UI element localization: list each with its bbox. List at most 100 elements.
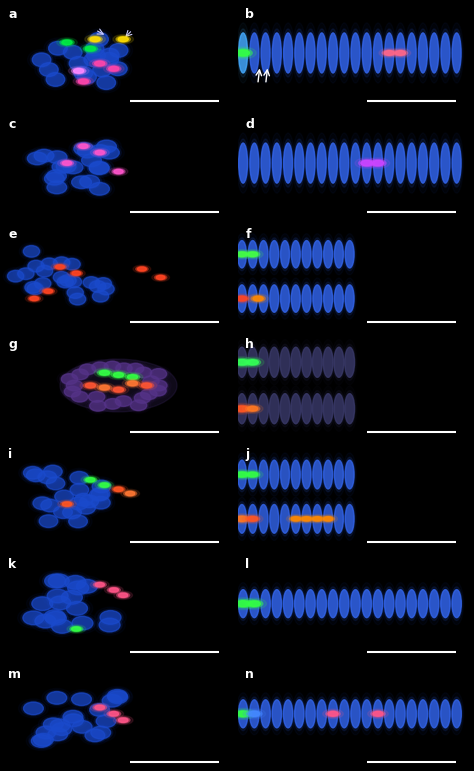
Ellipse shape xyxy=(338,697,350,731)
Ellipse shape xyxy=(46,40,69,56)
Circle shape xyxy=(361,160,373,166)
Ellipse shape xyxy=(46,72,65,86)
Ellipse shape xyxy=(373,29,383,77)
Ellipse shape xyxy=(141,375,161,388)
Ellipse shape xyxy=(396,700,405,728)
Ellipse shape xyxy=(66,601,88,615)
Ellipse shape xyxy=(305,29,316,77)
Ellipse shape xyxy=(80,495,99,507)
Circle shape xyxy=(249,712,260,716)
Ellipse shape xyxy=(350,587,361,621)
Circle shape xyxy=(235,295,249,301)
Ellipse shape xyxy=(237,460,246,489)
Circle shape xyxy=(91,148,109,157)
Circle shape xyxy=(231,513,253,524)
Circle shape xyxy=(122,379,143,388)
Ellipse shape xyxy=(236,344,248,380)
Ellipse shape xyxy=(102,360,122,373)
Ellipse shape xyxy=(383,697,395,731)
Circle shape xyxy=(379,49,400,58)
Circle shape xyxy=(94,383,115,392)
Ellipse shape xyxy=(302,284,311,312)
Circle shape xyxy=(368,709,388,719)
Ellipse shape xyxy=(283,143,292,183)
Ellipse shape xyxy=(37,513,60,529)
Ellipse shape xyxy=(94,713,118,729)
Ellipse shape xyxy=(61,160,85,175)
Circle shape xyxy=(246,600,263,608)
Circle shape xyxy=(95,481,114,490)
Ellipse shape xyxy=(407,700,416,728)
Ellipse shape xyxy=(238,143,247,183)
Circle shape xyxy=(371,711,385,717)
Ellipse shape xyxy=(90,145,110,157)
Ellipse shape xyxy=(28,261,44,272)
Ellipse shape xyxy=(301,282,312,315)
Ellipse shape xyxy=(54,159,78,174)
Circle shape xyxy=(85,46,96,51)
Circle shape xyxy=(76,78,91,85)
Circle shape xyxy=(81,476,100,484)
Circle shape xyxy=(245,359,261,365)
Circle shape xyxy=(70,271,82,276)
Ellipse shape xyxy=(345,504,354,534)
Ellipse shape xyxy=(384,590,394,618)
Ellipse shape xyxy=(273,33,281,73)
Ellipse shape xyxy=(312,394,322,424)
Circle shape xyxy=(116,717,130,723)
Ellipse shape xyxy=(92,362,108,372)
Circle shape xyxy=(384,51,394,56)
Circle shape xyxy=(137,381,157,390)
Ellipse shape xyxy=(323,457,333,492)
Ellipse shape xyxy=(44,610,65,624)
Ellipse shape xyxy=(238,700,248,728)
Circle shape xyxy=(104,709,124,719)
Ellipse shape xyxy=(270,241,279,268)
Ellipse shape xyxy=(258,282,269,315)
Circle shape xyxy=(247,517,258,521)
Ellipse shape xyxy=(271,697,283,731)
Ellipse shape xyxy=(237,502,247,536)
Ellipse shape xyxy=(270,284,279,312)
Ellipse shape xyxy=(440,139,451,187)
Circle shape xyxy=(230,357,254,368)
Ellipse shape xyxy=(87,49,105,62)
Ellipse shape xyxy=(56,160,76,173)
Ellipse shape xyxy=(105,689,129,703)
Circle shape xyxy=(237,711,249,716)
Ellipse shape xyxy=(26,259,46,273)
Ellipse shape xyxy=(323,394,333,424)
Circle shape xyxy=(93,150,106,156)
Circle shape xyxy=(121,490,139,498)
Ellipse shape xyxy=(294,697,305,731)
Circle shape xyxy=(326,711,340,717)
Ellipse shape xyxy=(6,269,26,283)
Ellipse shape xyxy=(25,281,41,293)
Circle shape xyxy=(85,35,105,44)
Ellipse shape xyxy=(90,495,112,510)
Circle shape xyxy=(112,169,125,174)
Ellipse shape xyxy=(312,282,323,315)
Ellipse shape xyxy=(100,146,119,159)
Circle shape xyxy=(308,514,327,523)
Ellipse shape xyxy=(69,293,86,305)
Ellipse shape xyxy=(302,504,311,534)
Ellipse shape xyxy=(62,44,84,60)
Ellipse shape xyxy=(61,591,82,604)
Ellipse shape xyxy=(39,62,58,76)
Ellipse shape xyxy=(38,471,57,483)
Ellipse shape xyxy=(247,457,258,492)
Circle shape xyxy=(313,517,322,521)
Ellipse shape xyxy=(283,700,293,728)
Ellipse shape xyxy=(283,587,294,621)
Ellipse shape xyxy=(373,139,383,187)
Ellipse shape xyxy=(130,400,147,411)
Ellipse shape xyxy=(43,718,63,731)
Circle shape xyxy=(62,40,72,45)
Ellipse shape xyxy=(269,347,279,377)
Ellipse shape xyxy=(83,728,107,743)
Ellipse shape xyxy=(143,376,159,386)
Circle shape xyxy=(97,385,112,391)
Ellipse shape xyxy=(306,700,315,728)
Ellipse shape xyxy=(64,379,84,392)
